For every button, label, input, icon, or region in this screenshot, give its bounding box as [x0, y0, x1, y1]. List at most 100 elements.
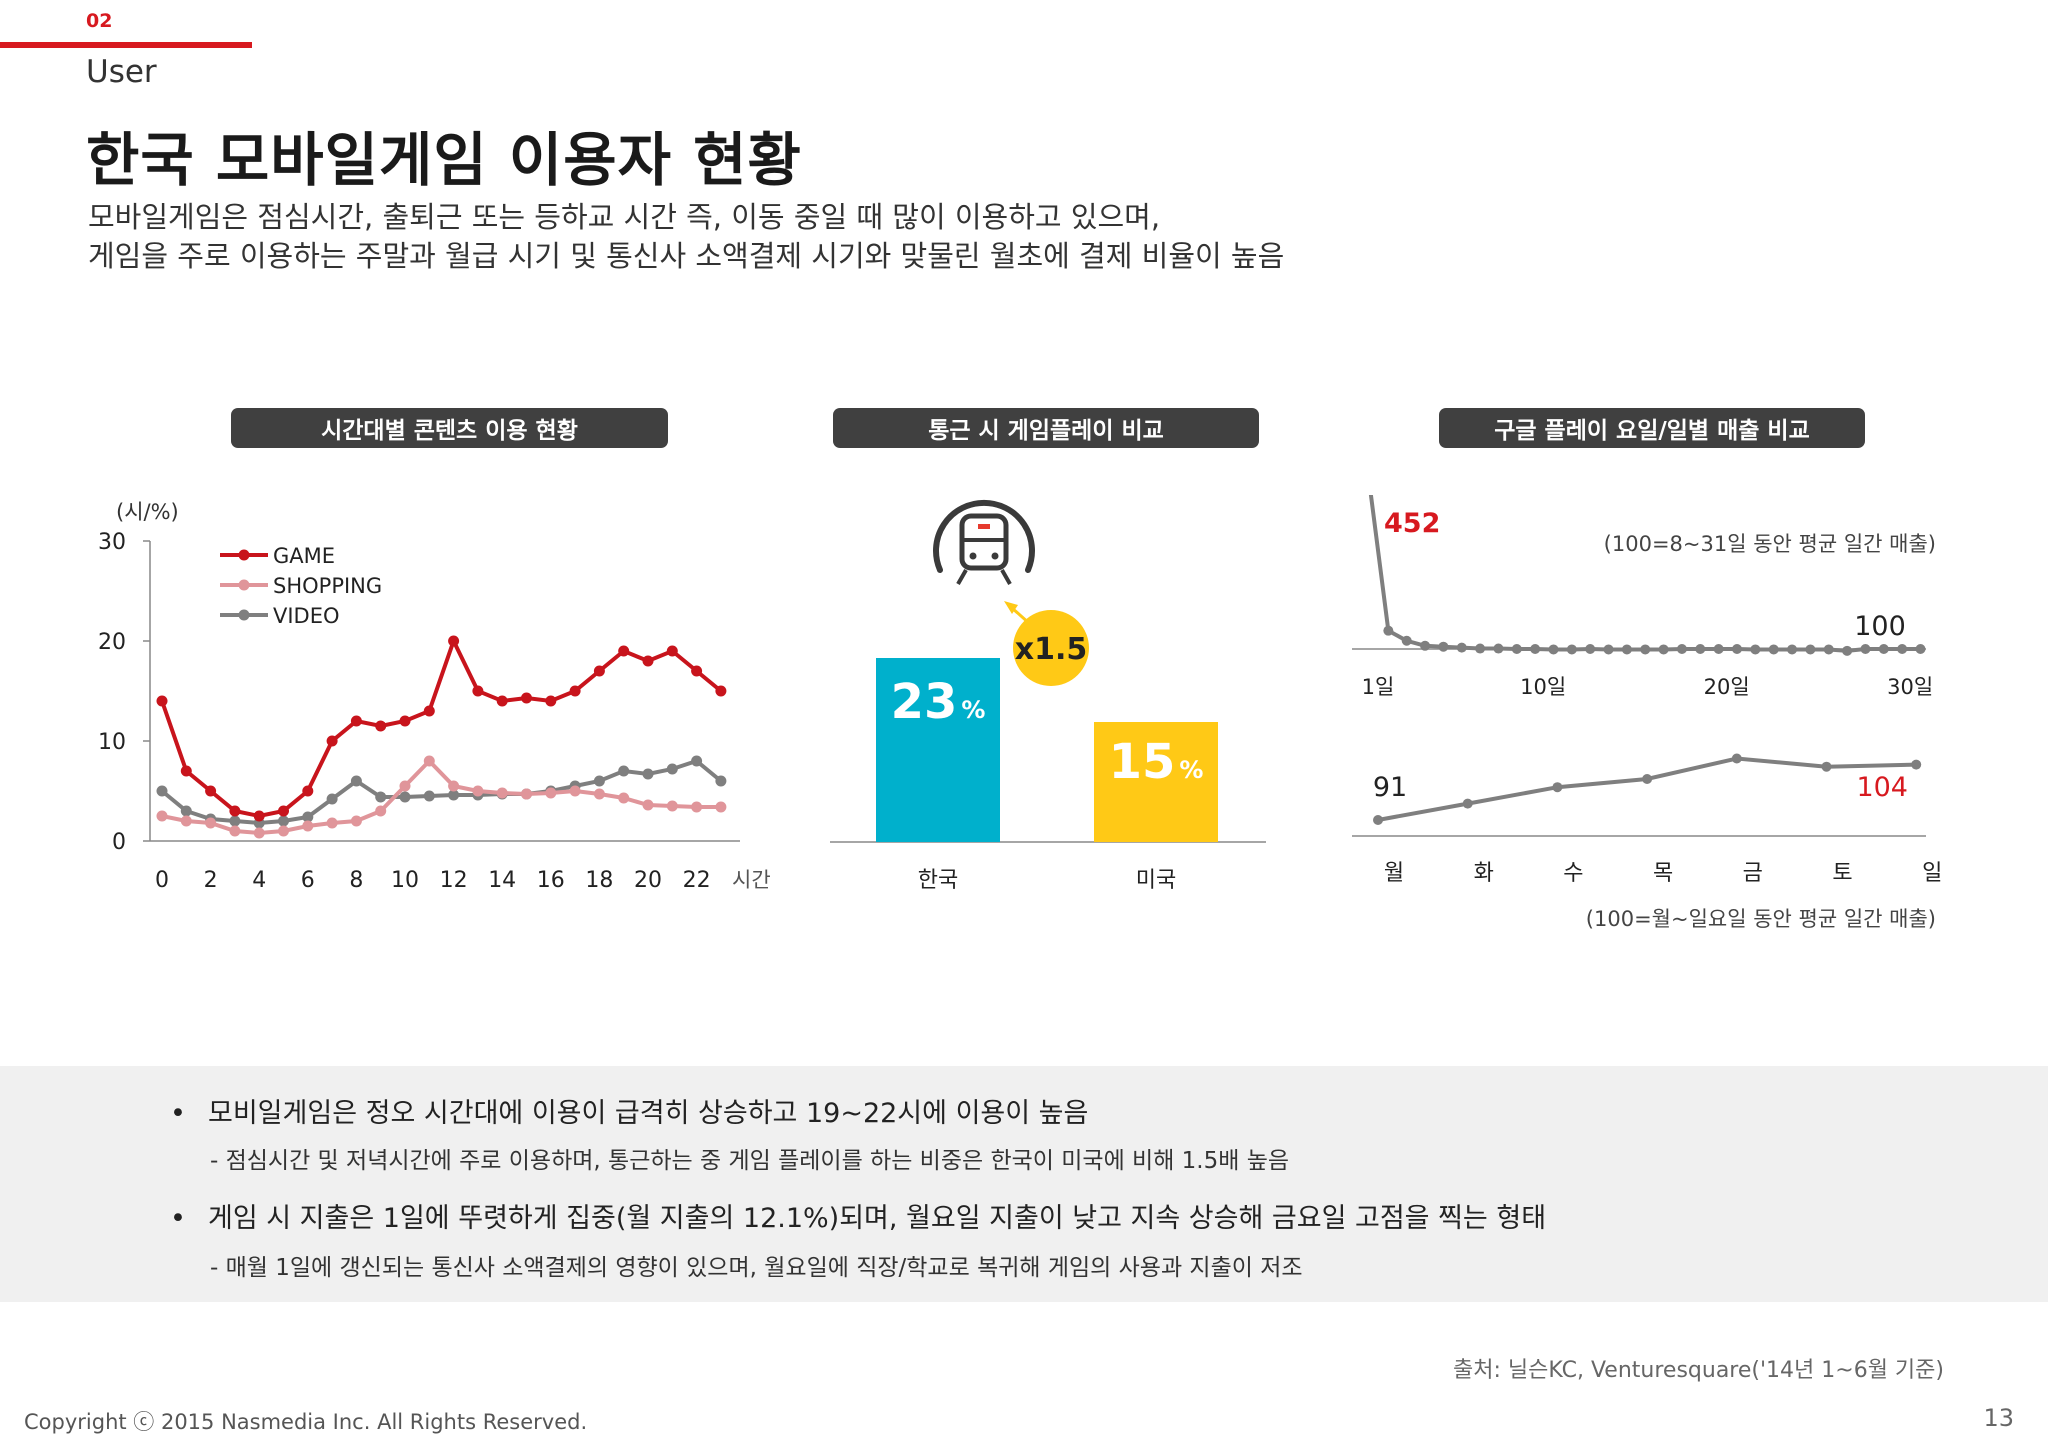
data-point	[1676, 644, 1687, 654]
summary-bullet-1-text: 모비일게임은 정오 시간대에 이용이 급격히 상승하고 19~22시에 이용이 …	[208, 1098, 1089, 1129]
panel-title-hourly: 시간대별 콘텐츠 이용 현황	[231, 408, 668, 448]
data-point	[205, 785, 217, 797]
x-tick-label: 6	[301, 868, 315, 893]
data-point	[472, 785, 484, 797]
data-point	[229, 815, 241, 827]
panel-title-google-play: 구글 플레이 요일/일별 매출 비교	[1439, 408, 1865, 448]
data-point	[1732, 644, 1742, 654]
data-point	[156, 695, 168, 707]
data-point	[569, 785, 581, 797]
summary-sub-1: - 점심시간 및 저녁시간에 주로 이용하며, 통근하는 중 게임 플레이를 하…	[210, 1148, 1290, 1174]
section-name: User	[86, 54, 157, 90]
data-point	[1603, 644, 1614, 655]
category-label: 월	[1384, 861, 1404, 886]
data-point	[350, 715, 362, 727]
x-tick-label: 30일	[1887, 675, 1933, 699]
data-point	[326, 793, 338, 805]
x-tick-label: 12	[440, 868, 468, 893]
data-point	[715, 775, 727, 787]
data-point	[1642, 774, 1653, 784]
data-point	[593, 788, 605, 800]
legend-item: VIDEO	[220, 604, 340, 628]
series-shopping	[156, 755, 727, 839]
data-point	[1383, 625, 1394, 636]
commute-comparison-chart: 23 % 15% x1.5 한국 미국	[830, 499, 1266, 893]
data-point	[278, 805, 289, 817]
y-tick-label: 20	[98, 630, 126, 655]
data-point	[423, 790, 435, 802]
data-point	[302, 811, 314, 823]
weekday-revenue-line	[1377, 756, 1917, 822]
data-point	[229, 825, 241, 837]
data-point	[1658, 644, 1669, 655]
max-value-label: 452	[1384, 508, 1440, 539]
x-tick-label: 16	[537, 868, 565, 893]
x-tick-label: 2	[204, 868, 218, 893]
y-tick-label: 30	[98, 530, 126, 555]
data-point	[1915, 644, 1926, 654]
source-note: 출처: 닐슨KC, Venturesquare('14년 1~6월 기준)	[1453, 1358, 1944, 1383]
data-point	[350, 775, 362, 787]
data-point	[618, 765, 630, 777]
data-point	[666, 800, 678, 812]
data-point	[472, 685, 484, 697]
category-label: 미국	[1136, 868, 1176, 893]
y-axis-unit-label: (시/%)	[116, 500, 179, 524]
summary-bullet-2-text: 게임 시 지출은 1일에 뚜렷하게 집중(월 지출의 12.1%)되며, 월요일…	[208, 1203, 1547, 1234]
data-point	[496, 787, 508, 799]
x-axis-unit-label: 시간	[732, 868, 771, 892]
data-point	[691, 665, 703, 677]
data-point	[180, 765, 192, 777]
bar-value-label: 23%	[891, 674, 986, 730]
summary-box: • 모비일게임은 정오 시간대에 이용이 급격히 상승하고 19~22시에 이용이…	[0, 1066, 2048, 1302]
data-point	[1493, 643, 1504, 654]
page-number: 13	[1983, 1404, 2014, 1432]
data-point	[1787, 644, 1798, 655]
data-point	[642, 655, 654, 667]
data-point	[1911, 759, 1922, 770]
data-point	[1621, 644, 1632, 655]
legend-label: VIDEO	[273, 604, 340, 628]
summary-sub-2: - 매월 1일에 갱신되는 통신사 소액결제의 영향이 있으며, 월요일에 직장…	[210, 1255, 1303, 1281]
data-point	[1640, 644, 1651, 655]
data-point	[521, 788, 532, 800]
data-point	[1373, 815, 1383, 825]
data-point	[545, 695, 557, 707]
data-point	[1438, 641, 1449, 652]
data-point	[496, 695, 508, 707]
data-point	[1878, 644, 1889, 654]
data-point	[1860, 644, 1871, 654]
data-point	[618, 645, 630, 657]
category-label: 화	[1474, 861, 1494, 886]
data-point	[1462, 798, 1473, 809]
summary-bullet-1: • 모비일게임은 정오 시간대에 이용이 급격히 상승하고 19~22시에 이용이…	[170, 1091, 1088, 1130]
data-point	[715, 801, 727, 813]
data-point	[278, 825, 289, 837]
data-point	[1695, 644, 1706, 654]
daily-chart-note: (100=8~31일 동안 평균 일간 매출)	[1604, 532, 1936, 556]
data-point	[1530, 644, 1541, 654]
data-point	[1548, 644, 1559, 655]
data-point	[326, 817, 338, 829]
x-tick-label: 4	[252, 868, 266, 893]
data-point	[691, 801, 703, 813]
x-tick-label: 20일	[1704, 675, 1750, 699]
last-value-label: 104	[1856, 772, 1908, 803]
data-point	[593, 775, 605, 787]
legend-item: SHOPPING	[220, 574, 382, 598]
weekday-revenue-chart: 월 화 수 목 금 토 일 91 104 (100=월~일요일 동안 평균 일간 매출)	[1352, 753, 1942, 931]
series-game	[156, 635, 727, 822]
data-point	[156, 785, 168, 797]
category-label: 수	[1563, 861, 1583, 886]
data-point	[1511, 644, 1522, 654]
bar-value-label: 15%	[1109, 734, 1204, 790]
legend-item: GAME	[220, 544, 335, 568]
data-point	[302, 820, 314, 832]
x-tick-label: 18	[585, 868, 613, 893]
data-point	[375, 720, 387, 732]
data-point	[618, 792, 630, 804]
data-point	[1401, 635, 1412, 646]
first-value-label: 91	[1373, 772, 1407, 803]
data-point	[399, 791, 411, 803]
data-point	[1456, 642, 1467, 653]
